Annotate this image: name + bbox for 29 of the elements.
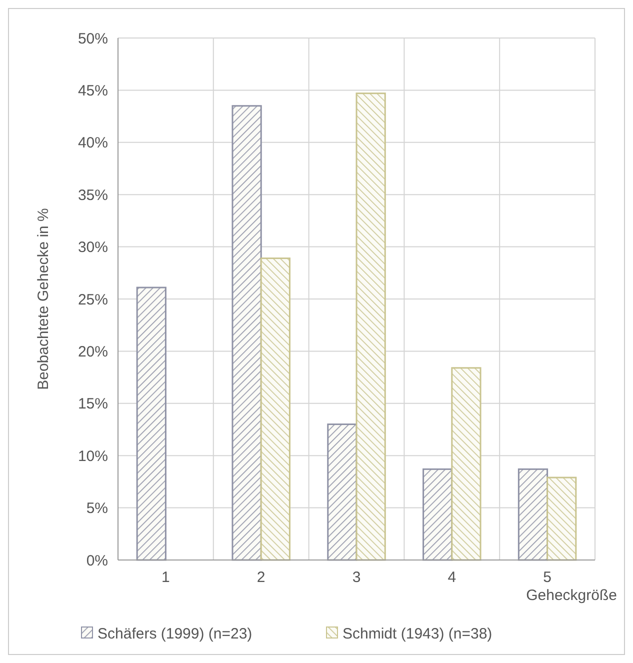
x-tick-label: 4 — [448, 569, 456, 586]
bar — [546, 476, 577, 561]
x-tick-label: 1 — [162, 569, 170, 586]
x-tick-label: 2 — [256, 569, 266, 586]
y-tick-label: 5% — [86, 500, 108, 518]
legend-label: Schäfers (1999) (n=23) — [98, 625, 252, 642]
y-tick-label: 25% — [78, 291, 108, 308]
y-tick-label: 20% — [78, 343, 108, 360]
x-tick-label: 3 — [352, 569, 361, 586]
bar — [422, 468, 453, 561]
y-tick-label: 45% — [78, 82, 108, 100]
y-tick-label: 50% — [78, 30, 108, 48]
y-tick-label: 0% — [86, 552, 108, 570]
y-tick-label: 10% — [78, 448, 108, 465]
y-axis-title: Beobachtete Gehecke in % — [35, 208, 52, 390]
legend-label: Schmidt (1943) (n=38) — [342, 625, 492, 642]
y-tick-label: 35% — [78, 186, 108, 204]
bar — [451, 367, 482, 561]
bar — [356, 92, 386, 561]
x-axis-title: Geheckgröße — [526, 587, 617, 604]
bar — [260, 258, 290, 561]
bar — [136, 286, 166, 561]
x-tick-label: 5 — [543, 569, 552, 586]
y-tick-label: 15% — [78, 396, 108, 413]
bar — [518, 468, 548, 561]
y-tick-label: 40% — [78, 134, 108, 152]
bar — [327, 424, 358, 561]
y-tick-label: 30% — [78, 239, 108, 256]
bar — [232, 105, 262, 561]
